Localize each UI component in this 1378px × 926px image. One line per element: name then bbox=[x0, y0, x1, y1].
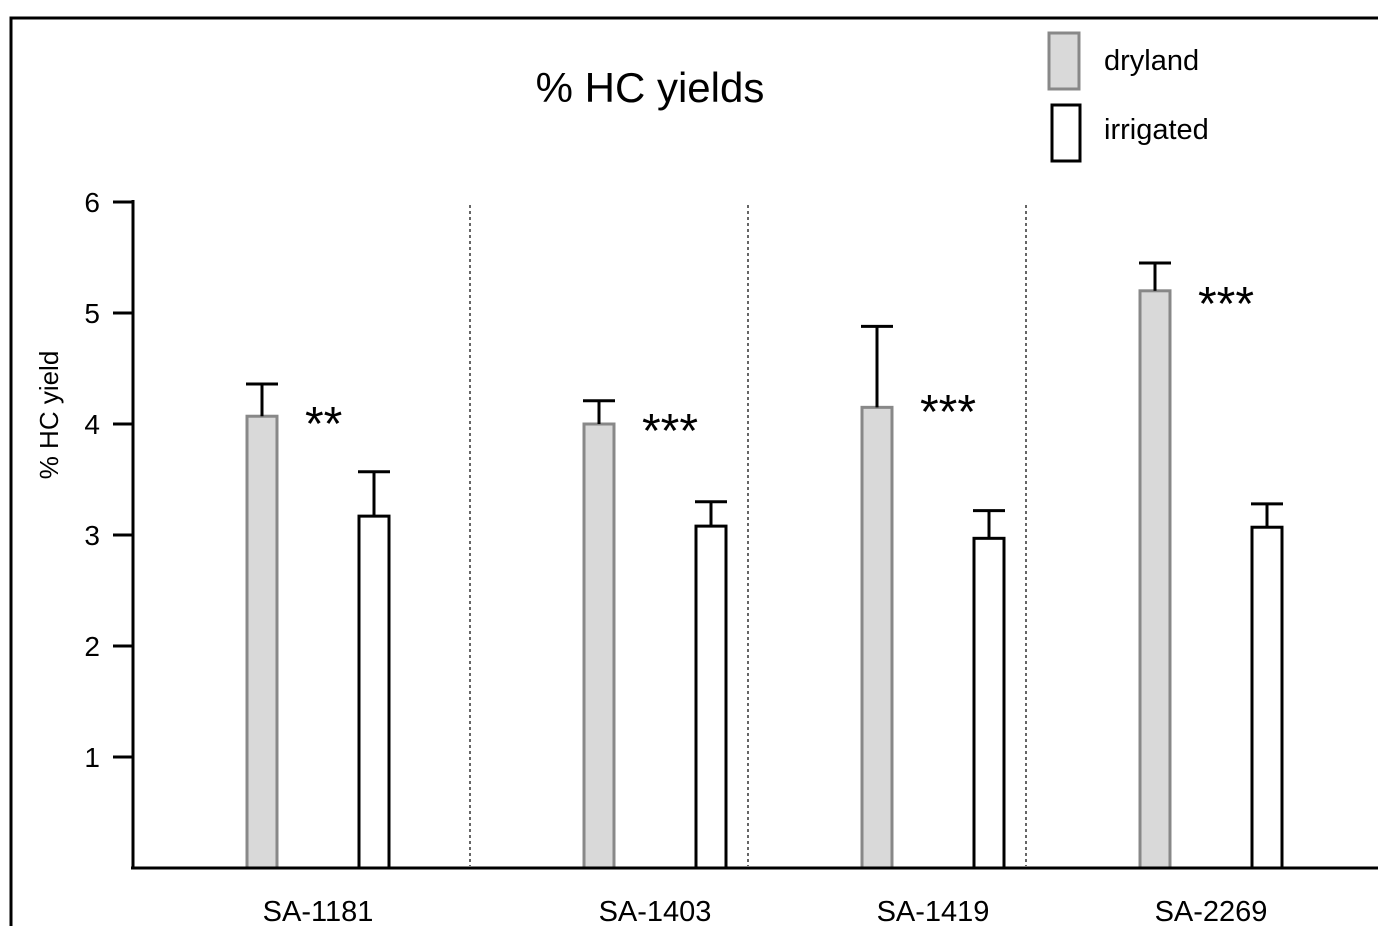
bar-irrigated bbox=[972, 536, 1006, 870]
legend-label-irrigated: irrigated bbox=[1104, 114, 1209, 146]
significance-stars: ** bbox=[305, 398, 342, 451]
y-tick-label: 5 bbox=[84, 298, 100, 329]
bar-irrigated bbox=[357, 514, 391, 870]
bar-irrigated bbox=[1250, 525, 1284, 870]
x-tick-label: SA-2269 bbox=[1155, 896, 1268, 926]
significance-stars: *** bbox=[920, 386, 976, 439]
y-tick-label: 3 bbox=[84, 520, 100, 551]
bar-dryland bbox=[860, 405, 894, 870]
x-tick-label: SA-1403 bbox=[599, 896, 712, 926]
bars-layer bbox=[245, 289, 1284, 870]
significance-stars: *** bbox=[642, 405, 698, 458]
y-tick-label: 1 bbox=[84, 742, 100, 773]
x-tick-labels: SA-1181 SA-1403 SA-1419 SA-2269 bbox=[263, 896, 1268, 926]
legend-swatch-dryland bbox=[1047, 31, 1081, 91]
bar-dryland bbox=[245, 414, 279, 870]
legend-label-dryland: dryland bbox=[1104, 45, 1199, 77]
group-separators bbox=[469, 205, 1027, 866]
bar-dryland bbox=[582, 422, 616, 870]
y-axis-label: % HC yield bbox=[34, 351, 64, 480]
chart-title: % HC yields bbox=[536, 64, 765, 111]
bar-dryland bbox=[1138, 289, 1172, 870]
y-tick-label: 2 bbox=[84, 631, 100, 662]
significance-stars: *** bbox=[1198, 278, 1254, 331]
bar-irrigated bbox=[694, 524, 728, 870]
y-ticks: 1 2 3 4 5 6 bbox=[84, 187, 133, 773]
x-tick-label: SA-1419 bbox=[877, 896, 990, 926]
y-tick-label: 4 bbox=[84, 409, 100, 440]
legend-swatch-irrigated bbox=[1050, 103, 1082, 163]
error-bars-layer bbox=[246, 261, 1283, 539]
x-tick-label: SA-1181 bbox=[263, 896, 374, 926]
y-tick-label: 6 bbox=[84, 187, 100, 218]
legend: dryland irrigated bbox=[1047, 31, 1209, 163]
significance-annotations: ** *** ****** bbox=[305, 278, 1254, 458]
